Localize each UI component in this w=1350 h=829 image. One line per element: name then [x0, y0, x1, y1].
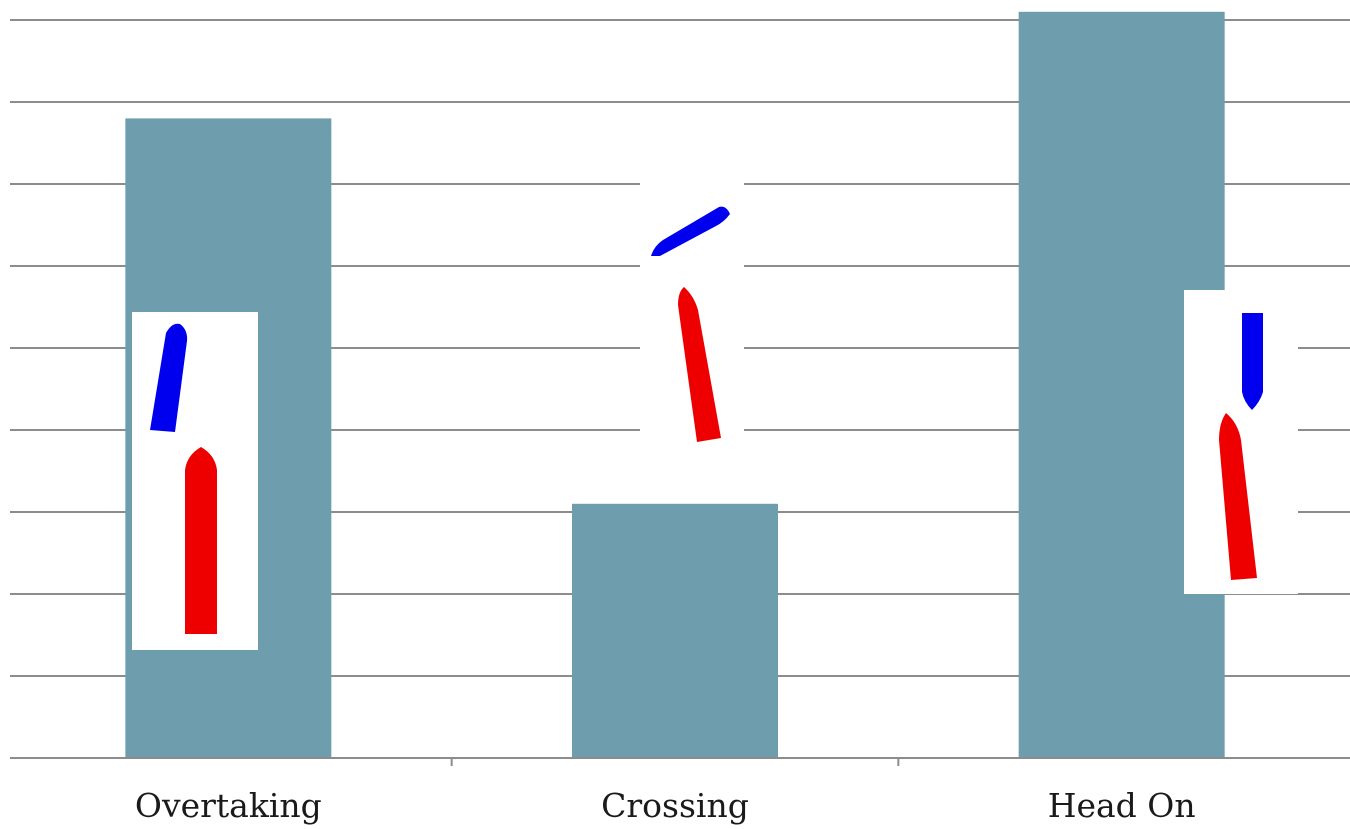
head-on-illustration	[1184, 290, 1298, 594]
crossing-illustration	[640, 180, 744, 456]
x-axis	[10, 757, 1350, 766]
category-label: Head On	[1048, 786, 1196, 825]
blue-vessel-icon	[651, 206, 730, 256]
category-label: Crossing	[601, 786, 749, 825]
overtaking-illustration	[132, 312, 258, 650]
category-labels: Overtaking Crossing Head On	[135, 786, 1196, 825]
category-label: Overtaking	[135, 786, 322, 825]
blue-vessel-icon	[150, 323, 188, 432]
red-vessel-icon	[1219, 413, 1257, 580]
red-vessel-icon	[678, 287, 721, 442]
blue-vessel-icon	[1242, 313, 1263, 410]
bar-crossing	[572, 503, 778, 758]
red-vessel-icon	[185, 447, 217, 634]
